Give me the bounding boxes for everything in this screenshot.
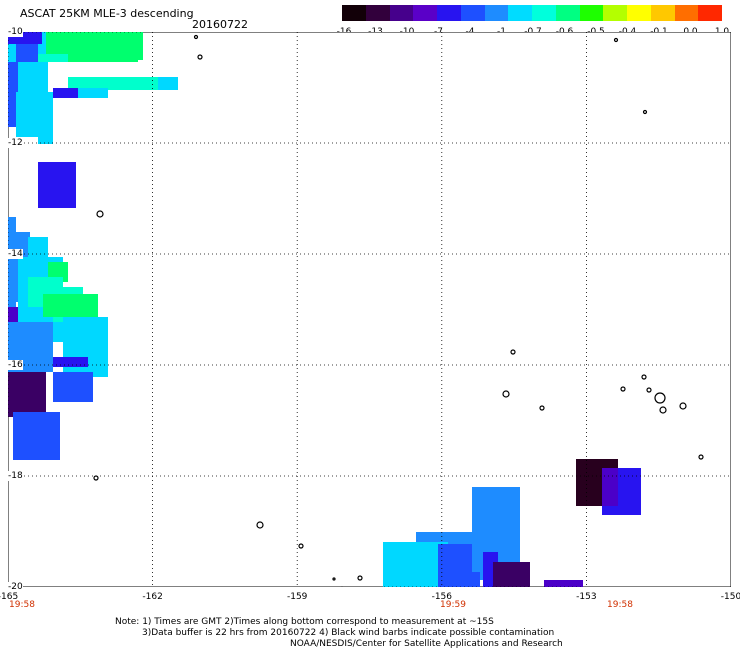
- color-scale-segment: [508, 5, 532, 21]
- product-date: 20160722: [192, 18, 248, 31]
- island-outline: [197, 54, 203, 60]
- island-outline: [646, 387, 652, 393]
- color-scale-bar: [342, 5, 722, 21]
- island-outline: [539, 405, 545, 411]
- time-label: 19:58: [9, 600, 35, 610]
- island-outline: [256, 521, 264, 529]
- color-scale-segment: [627, 5, 651, 21]
- latitude-label: -10: [8, 27, 23, 37]
- wind-cell: [8, 62, 18, 127]
- wind-cell: [38, 54, 68, 62]
- wind-cell: [48, 54, 138, 62]
- color-scale-segment: [460, 5, 485, 21]
- wind-cell: [13, 412, 60, 460]
- wind-cell: [53, 372, 93, 402]
- longitude-label: -162: [142, 592, 163, 602]
- wind-cell: [158, 77, 178, 90]
- longitude-label: -156: [431, 592, 453, 602]
- wind-cell: [38, 128, 53, 144]
- color-scale-segment: [532, 5, 556, 21]
- longitude-label: -150: [720, 592, 740, 602]
- color-scale-segment: [437, 5, 461, 21]
- latitude-label: -12: [8, 138, 23, 148]
- wind-cell: [544, 580, 583, 587]
- wind-cell: [43, 294, 98, 317]
- color-scale-segment: [650, 5, 675, 21]
- note-line-3: NOAA/NESDIS/Center for Satellite Applica…: [290, 639, 563, 649]
- wind-cell: [53, 357, 88, 367]
- island-outline: [641, 374, 647, 380]
- island-outline: [659, 406, 667, 414]
- latitude-label: -18: [8, 471, 23, 481]
- color-scale-segment: [698, 5, 722, 21]
- color-scale-segment: [342, 5, 366, 21]
- wind-cell: [53, 88, 108, 98]
- color-scale-segment: [579, 5, 604, 21]
- wind-cell: [8, 307, 18, 322]
- island-outline: [698, 454, 704, 460]
- island-outline: [642, 109, 648, 115]
- longitude-label: -165: [0, 592, 19, 602]
- wind-cell: [38, 162, 76, 208]
- wind-cell: [493, 562, 530, 587]
- wind-swath-map: [8, 32, 731, 587]
- wind-cell: [53, 88, 78, 98]
- lat-lon-grid: [8, 32, 731, 587]
- island-outline: [93, 475, 99, 481]
- wind-cell: [8, 372, 46, 417]
- wind-cell: [98, 317, 108, 362]
- product-title: ASCAT 25KM MLE-3 descending: [20, 7, 194, 20]
- wind-cell: [383, 542, 416, 587]
- color-scale-segment: [603, 5, 627, 21]
- color-scale-segment: [413, 5, 437, 21]
- island-outline: [510, 349, 516, 355]
- color-scale-segment: [484, 5, 509, 21]
- wind-cell: [28, 237, 48, 262]
- wind-data-swaths: [8, 32, 641, 587]
- island-outline: [193, 34, 199, 40]
- island-outline: [679, 402, 687, 410]
- island-outline: [613, 37, 619, 43]
- longitude-label: -159: [286, 592, 308, 602]
- color-scale-segment: [555, 5, 580, 21]
- note-line-2: 3)Data buffer is 22 hrs from 20160722 4)…: [142, 628, 555, 638]
- latitude-label: -20: [8, 582, 23, 592]
- wind-cell: [602, 468, 618, 506]
- wind-cell: [16, 44, 38, 62]
- island-outline: [332, 577, 336, 581]
- color-scale-segment: [674, 5, 699, 21]
- island-outlines: [93, 34, 704, 587]
- latitude-label: -14: [8, 249, 23, 259]
- note-line-1: Note: 1) Times are GMT 2)Times along bot…: [115, 617, 494, 627]
- longitude-label: -153: [576, 592, 597, 602]
- island-outline: [620, 386, 626, 392]
- island-outline: [502, 390, 510, 398]
- island-outline: [357, 575, 363, 581]
- color-scale-segment: [365, 5, 390, 21]
- latitude-label: -16: [8, 360, 23, 370]
- island-outline: [654, 392, 666, 404]
- color-scale-segment: [389, 5, 414, 21]
- time-label: 19:59: [440, 600, 466, 610]
- wind-cell: [68, 77, 158, 90]
- time-label: 19:58: [607, 600, 633, 610]
- island-outline: [96, 210, 104, 218]
- wind-cell: [8, 217, 16, 372]
- island-outline: [298, 543, 304, 549]
